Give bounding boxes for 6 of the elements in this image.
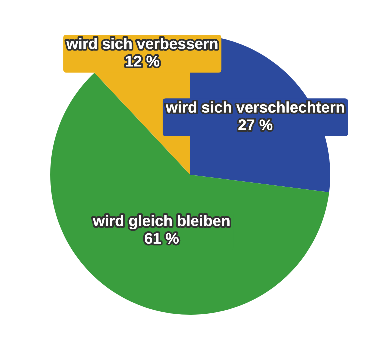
slice-label: wird sich verschlechtern	[166, 102, 344, 113]
slice-label: wird gleich bleiben	[93, 215, 230, 230]
data-label: 12 %	[126, 56, 160, 67]
slice-label: wird sich verbessern	[66, 38, 218, 50]
data-label: 61 %	[145, 233, 179, 244]
data-label: 27 %	[238, 120, 273, 130]
